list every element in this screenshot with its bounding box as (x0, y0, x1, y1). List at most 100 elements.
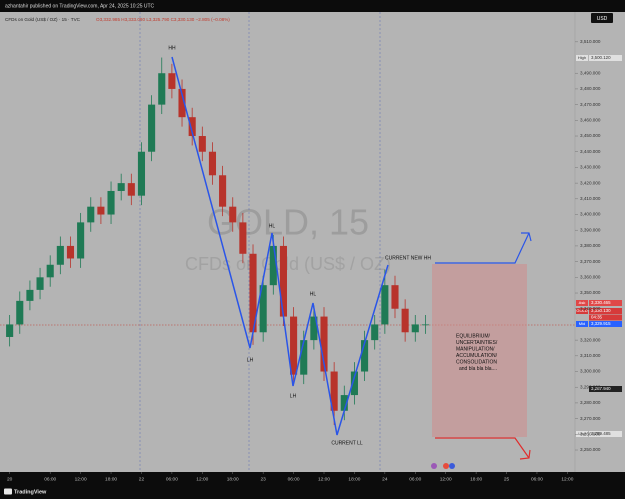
candle-body (117, 183, 125, 191)
candle-body (350, 371, 358, 396)
price-label-value: 3,500.120 (591, 55, 611, 60)
candle-body (56, 245, 64, 265)
price-label-box (589, 55, 622, 61)
candle-body (259, 285, 267, 333)
y-tick-label: 3,440.000 (580, 149, 601, 154)
y-tick-label: 3,460.000 (580, 118, 601, 123)
y-tick-label: 3,480.000 (580, 86, 601, 91)
price-label-tag (576, 431, 588, 437)
x-tick-label: 06:00 (288, 476, 300, 482)
price-label-box (589, 321, 622, 327)
range-box (432, 264, 527, 437)
y-tick-label: 3,400.000 (580, 212, 601, 217)
candle-body (97, 206, 105, 215)
y-tick-label: 3,510.000 (580, 39, 601, 44)
x-tick-label: 12:00 (318, 476, 330, 482)
price-label-name: Mid (579, 321, 585, 326)
price-label-box (589, 314, 622, 321)
price-label-tag (576, 55, 588, 61)
candle-body (381, 285, 389, 325)
footer-logo-icon (4, 488, 12, 495)
box-text-line: UNCERTAINTIES/ (456, 340, 498, 346)
bearish-arrowhead (519, 449, 531, 460)
event-icon[interactable] (431, 463, 437, 469)
price-label-tag (576, 308, 588, 314)
price-label-box (589, 386, 622, 392)
x-tick-label: 20 (7, 476, 13, 482)
wave-label: CURRENT LL (331, 440, 363, 446)
box-text-line: ACCUMULATION/ (456, 353, 498, 359)
price-label-tag (576, 300, 588, 306)
x-tick-label: 18:00 (105, 476, 117, 482)
y-tick-label: 3,430.000 (580, 165, 601, 170)
y-tick-label: 3,250.000 (580, 447, 601, 452)
y-tick-label: 3,310.000 (580, 353, 601, 358)
x-tick-label: 06:00 (409, 476, 421, 482)
candle-body (340, 395, 348, 411)
candle-body (239, 222, 247, 254)
price-label-box (589, 300, 622, 306)
wave-label: CURRENT NEW HH (385, 255, 431, 261)
candle-body (188, 117, 196, 137)
candle-body (279, 245, 287, 317)
candle-body (66, 245, 75, 259)
y-tick-label: 3,380.000 (580, 243, 601, 248)
y-tick-label: 3,420.000 (580, 180, 601, 185)
y-tick-label: 3,390.000 (580, 227, 601, 232)
x-tick-label: 24 (382, 476, 388, 482)
footer-logo: TradingView (14, 489, 47, 495)
candle-body (391, 285, 399, 309)
candle-body (269, 245, 277, 286)
x-tick-label: 25 (504, 476, 510, 482)
candle-body (361, 340, 369, 372)
publisher-line: azhantahir published on TradingView.com,… (5, 3, 155, 9)
price-label-value: 3,259.485 (591, 431, 611, 436)
candle-body (300, 340, 308, 375)
candle-body (229, 206, 237, 223)
price-label-name: Low (578, 431, 585, 436)
x-tick-label: 06:00 (531, 476, 543, 482)
candle-body (158, 73, 166, 105)
currency-button[interactable] (591, 13, 613, 23)
candle-body (127, 183, 135, 196)
candle-body (26, 289, 34, 301)
candle-body (421, 324, 429, 326)
flag-icon[interactable] (449, 463, 455, 469)
candle-body (178, 88, 186, 118)
price-label-value: 3,330.465 (591, 300, 611, 305)
flag-icon[interactable] (443, 463, 449, 469)
x-tick-label: 06:00 (166, 476, 178, 482)
candle-body (411, 324, 419, 333)
bullish-path (435, 232, 530, 264)
candle-body (290, 316, 298, 375)
y-tick-label: 3,290.000 (580, 384, 601, 389)
y-tick-label: 3,450.000 (580, 133, 601, 138)
y-tick-label: 3,300.000 (580, 369, 601, 374)
candles (6, 57, 429, 425)
wave-label: HL (310, 291, 317, 297)
candle-body (371, 324, 379, 341)
y-tick-label: 3,260.000 (580, 432, 601, 437)
price-label-value: 3,330.130 (591, 308, 611, 313)
candle-body (6, 324, 14, 337)
y-tick-label: 3,360.000 (580, 275, 601, 280)
ohlc-line: O3,332.985 H3,333.080 L3,325.790 C3,330.… (96, 17, 230, 22)
box-text-line: CONSOLIDATION (456, 359, 497, 365)
x-tick-label: 12:00 (196, 476, 208, 482)
candle-body (77, 222, 85, 259)
wave-label: HH (168, 45, 176, 51)
candle-body (137, 151, 146, 196)
candle-body (36, 277, 44, 290)
candle-body (330, 371, 338, 411)
y-tick-label: 3,280.000 (580, 400, 601, 405)
x-tick-label: 18:00 (470, 476, 482, 482)
bullish-arrowhead (521, 232, 532, 242)
wave-label: HL (269, 223, 276, 229)
range-box-text: EQUILIBRIUM/UNCERTAINTIES/MANIPULATION/A… (456, 333, 498, 372)
currency-label: USD (597, 16, 608, 22)
candle-body (320, 316, 328, 372)
candle-body (198, 136, 206, 152)
candle-body (401, 308, 409, 333)
price-label-value: 04:35 (591, 315, 603, 320)
